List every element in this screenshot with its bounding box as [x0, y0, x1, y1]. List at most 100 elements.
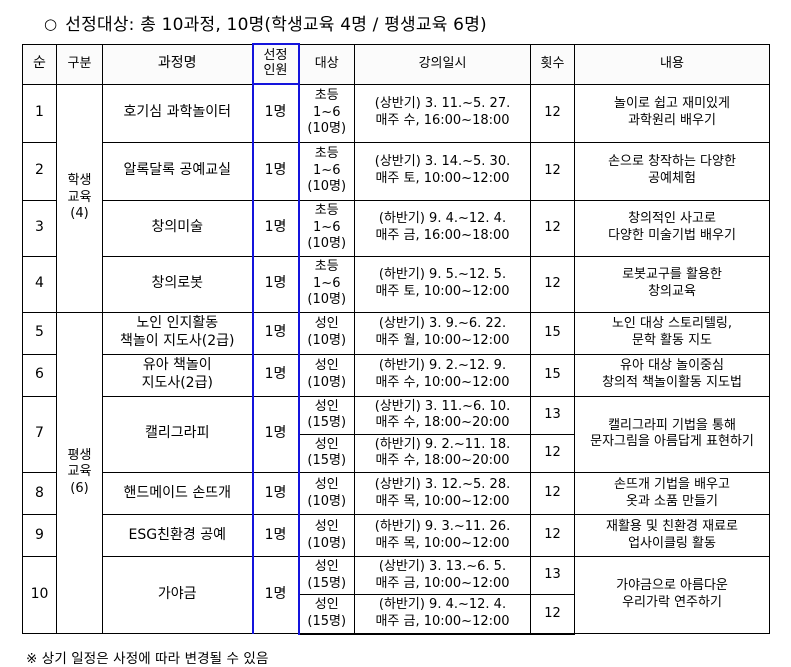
cell-target: 초등 1~6 (10명) — [298, 141, 355, 201]
cell-schedule: (하반기) 9. 5.~12. 5. 매주 토, 10:00~12:00 — [354, 255, 531, 313]
target-line1: 초등 — [314, 146, 339, 162]
target-line2: 1~6 — [313, 162, 341, 178]
schedule-line2: 매주 목, 10:00~12:00 — [375, 535, 510, 551]
cell-schedule: (하반기) 9. 2.~12. 9. 매주 수, 10:00~12:00 — [354, 353, 531, 397]
cell-sessions: 12 — [530, 199, 575, 257]
target-line1: 초등 — [314, 88, 339, 104]
table-row: 9 ESG친환경 공예 1명 성인 (10명) (하반기) 9. 3.~11. … — [22, 514, 770, 557]
column-header-select-count-line2: 인원 — [263, 63, 288, 78]
schedule-line1: (하반기) 9. 2.~12. 9. — [378, 358, 507, 374]
target-line1: 성인 — [314, 597, 339, 613]
category-count: (4) — [70, 206, 89, 222]
table-row: 5 평생 교육 (6) 노인 인지활동 책놀이 지도사(2급) 1명 성인 (1… — [22, 311, 770, 634]
target-line1: 성인 — [314, 316, 339, 332]
course-line1: 유아 책놀이 — [142, 357, 212, 374]
cell-select-count: 1명 — [251, 514, 300, 557]
description-line2: 문학 활동 지도 — [631, 333, 713, 348]
cell-num: 6 — [22, 353, 57, 397]
cell-description: 노인 대상 스토리텔링, 문학 활동 지도 — [574, 311, 770, 355]
schedule-line1: (상반기) 3. 11.~6. 10. — [374, 398, 511, 414]
target-line2: 1~6 — [313, 275, 341, 291]
description-line1: 캘리그라피 기법을 통해 — [608, 417, 736, 433]
cell-target: 초등 1~6 (10명) — [298, 255, 355, 313]
schedule-line1: (상반기) 3. 14.~5. 30. — [374, 154, 511, 170]
cell-description: 재활용 및 친환경 재료로 업사이클링 활동 — [574, 514, 770, 557]
schedule-line2: 매주 수, 18:00~20:00 — [375, 453, 510, 469]
page-title-text: 선정대상: 총 10과정, 10명(학생교육 4명 / 평생교육 6명) — [65, 15, 487, 35]
cell-description: 손뜨개 기법을 배우고 옷과 소품 만들기 — [574, 472, 770, 515]
table-row: 8 핸드메이드 손뜨개 1명 성인 (10명) (상반기) 3. 12.~5. … — [22, 472, 770, 515]
description-line2: 문자그림을 아름답게 표현하기 — [590, 434, 754, 450]
cell-target: 성인 (15명) — [298, 594, 355, 635]
target-line2: (10명) — [307, 333, 347, 348]
table-row: 10 가야금 1명 성인 (15명) (상반기) 3. 13.~6. 5. 매주… — [22, 555, 770, 634]
description-line1: 손으로 창작하는 다양한 — [608, 154, 736, 170]
cell-sessions: 15 — [530, 311, 575, 355]
category-line2: 교육 — [67, 189, 92, 205]
table-row: 2 알록달록 공예교실 1명 초등 1~6 (10명) (상반기) 3. 14.… — [22, 141, 770, 201]
cell-sessions: 12 — [530, 83, 575, 143]
description-line1: 손뜨개 기법을 배우고 — [614, 476, 730, 492]
table-row: 성인 (15명) (하반기) 9. 2.~11. 18. 매주 수, 18:00… — [23, 433, 770, 474]
cell-select-count: 1명 — [251, 255, 300, 313]
cell-select-count: 1명 — [251, 199, 300, 257]
table-row: 6 유아 책놀이 지도사(2급) 1명 성인 (10명) (하반기) 9. 2.… — [22, 353, 770, 397]
description-line2: 과학원리 배우기 — [628, 113, 716, 128]
cell-num: 3 — [22, 199, 57, 257]
cell-select-count: 1명 — [251, 472, 300, 515]
course-line2: 지도사(2급) — [141, 375, 213, 391]
cell-sessions: 12 — [530, 255, 575, 313]
table-row: 4 창의로봇 1명 초등 1~6 (10명) (하반기) 9. 5.~12. 5… — [22, 255, 770, 313]
cell-description: 캘리그라피 기법을 통해 문자그림을 아름답게 표현하기 — [574, 395, 770, 473]
cell-schedule: (하반기) 9. 4.~12. 4. 매주 금, 10:00~12:00 — [354, 594, 531, 635]
cell-sessions: 12 — [530, 472, 575, 515]
schedule-line1: (상반기) 3. 9.~6. 22. — [378, 316, 507, 332]
cell-course: 가야금 — [102, 556, 253, 634]
column-header-course: 과정명 — [102, 43, 253, 85]
table-row: 1 학생 교육 (4) 호기심 과학놀이터 1명 초등 1~6 (10명) (상… — [22, 83, 770, 313]
description-line2: 우리가락 연주하기 — [622, 595, 722, 610]
schedule-line1: (상반기) 3. 11.~5. 27. — [374, 96, 511, 112]
schedule-line2: 매주 수, 10:00~12:00 — [375, 375, 510, 390]
description-line1: 가야금으로 아름다운 — [616, 578, 728, 594]
column-header-sessions: 횟수 — [530, 43, 575, 85]
target-line3: (10명) — [307, 179, 347, 195]
cell-description: 놀이로 쉽고 재미있게 과학원리 배우기 — [574, 83, 770, 143]
table-body: 1 학생 교육 (4) 호기심 과학놀이터 1명 초등 1~6 (10명) (상… — [22, 83, 770, 635]
description-line2: 업사이클링 활동 — [628, 535, 716, 551]
category-line1: 평생 — [67, 447, 92, 463]
schedule-line1: (하반기) 9. 3.~11. 26. — [374, 518, 511, 534]
cell-select-count: 1명 — [251, 556, 300, 634]
cell-course: 창의미술 — [102, 199, 253, 257]
description-line2: 창의교육 — [648, 284, 696, 299]
cell-sessions: 12 — [530, 141, 575, 201]
target-line2: (10명) — [307, 493, 347, 509]
target-line3: (10명) — [307, 292, 347, 308]
schedule-line2: 매주 금, 16:00~18:00 — [375, 228, 510, 243]
cell-description: 가야금으로 아름다운 우리가락 연주하기 — [574, 556, 770, 634]
target-line2: (15명) — [307, 453, 347, 469]
target-line1: 성인 — [314, 436, 339, 452]
table-header-row: 순 구분 과정명 선정 인원 대상 강의일시 횟수 내용 — [22, 43, 770, 85]
cell-num: 4 — [22, 255, 57, 313]
cell-course: 창의로봇 — [102, 255, 253, 313]
cell-course: 캘리그라피 — [102, 395, 253, 473]
column-header-num: 순 — [22, 43, 57, 85]
cell-category-lifelong: 평생 교육 (6) — [56, 311, 103, 634]
target-line1: 성인 — [314, 476, 339, 492]
target-line1: 성인 — [314, 358, 339, 374]
cell-schedule: (상반기) 3. 14.~5. 30. 매주 토, 10:00~12:00 — [354, 141, 531, 201]
cell-select-count: 1명 — [251, 83, 300, 143]
course-table: 순 구분 과정명 선정 인원 대상 강의일시 횟수 내용 1 — [22, 43, 770, 635]
schedule-line2: 매주 토, 10:00~12:00 — [375, 284, 510, 299]
schedule-line1: (하반기) 9. 2.~11. 18. — [374, 436, 511, 452]
cell-course: 호기심 과학놀이터 — [102, 83, 253, 143]
document-page: ○ 선정대상: 총 10과정, 10명(학생교육 4명 / 평생교육 6명) 순… — [22, 15, 770, 667]
cell-schedule: (하반기) 9. 3.~11. 26. 매주 목, 10:00~12:00 — [354, 514, 531, 557]
schedule-line1: (하반기) 9. 4.~12. 4. — [378, 597, 507, 613]
table-row: 성인 (15명) (하반기) 9. 4.~12. 4. 매주 금, 10:00~… — [23, 594, 770, 635]
description-line2: 창의적 책놀이활동 지도법 — [602, 375, 742, 390]
cell-description: 손으로 창작하는 다양한 공예체험 — [574, 141, 770, 201]
description-line1: 창의적인 사고로 — [628, 211, 716, 227]
cell-schedule: (상반기) 3. 12.~5. 28. 매주 목, 10:00~12:00 — [354, 472, 531, 515]
